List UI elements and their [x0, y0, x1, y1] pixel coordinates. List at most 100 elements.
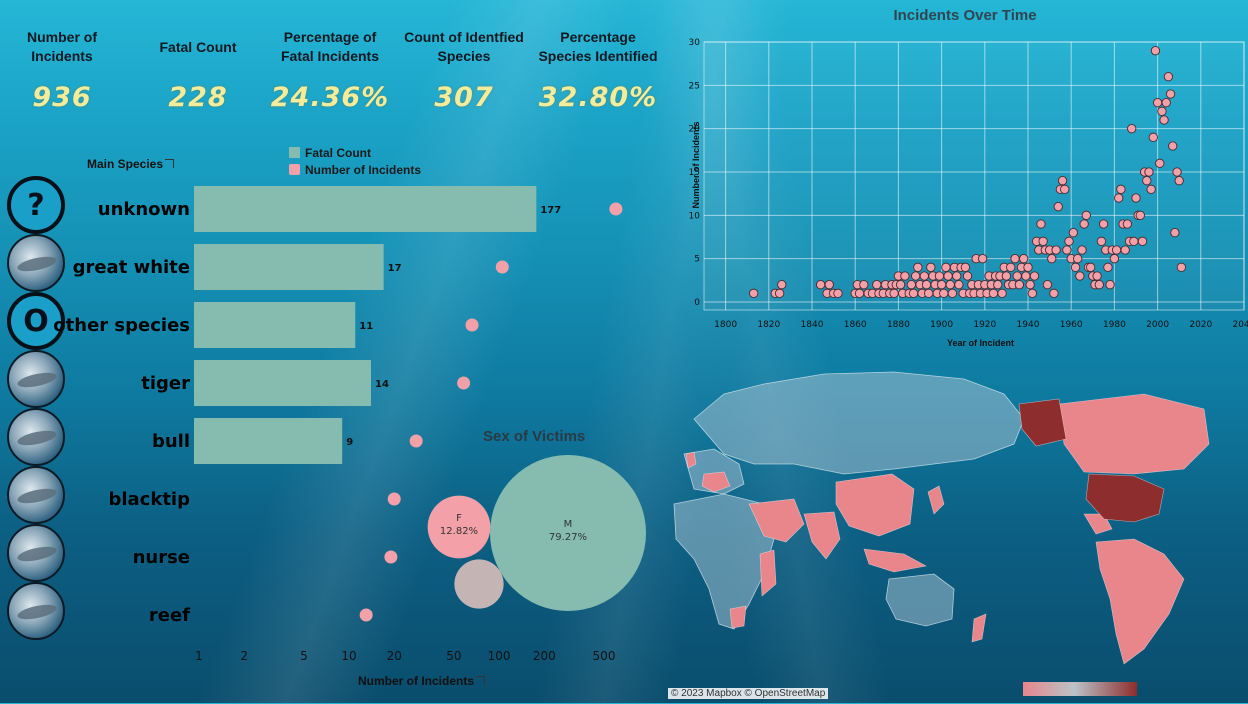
- incident-point[interactable]: [1157, 106, 1167, 116]
- incident-point[interactable]: [945, 280, 955, 290]
- incident-point[interactable]: [1148, 132, 1158, 142]
- incident-point[interactable]: [1038, 236, 1048, 246]
- incident-point[interactable]: [941, 262, 951, 272]
- incident-point[interactable]: [1027, 288, 1037, 298]
- xaxis-sort-icon[interactable]: [476, 676, 486, 685]
- incident-dot[interactable]: [609, 202, 623, 216]
- incident-point[interactable]: [1036, 219, 1046, 229]
- incident-point[interactable]: [1075, 271, 1085, 281]
- incident-point[interactable]: [774, 288, 785, 298]
- species-label[interactable]: nurse: [133, 547, 190, 568]
- incident-point[interactable]: [997, 288, 1007, 298]
- incident-dot[interactable]: [465, 318, 479, 332]
- incident-point[interactable]: [833, 288, 843, 298]
- incident-point[interactable]: [854, 288, 865, 298]
- incident-point[interactable]: [1081, 210, 1091, 220]
- incident-point[interactable]: [1096, 236, 1107, 246]
- incident-point[interactable]: [1047, 254, 1057, 264]
- fatal-bar[interactable]: [194, 186, 537, 232]
- incident-point[interactable]: [1049, 288, 1059, 298]
- incident-point[interactable]: [977, 254, 988, 264]
- incident-point[interactable]: [934, 271, 945, 281]
- blacktip-shark-photo[interactable]: [7, 466, 65, 524]
- incident-point[interactable]: [908, 288, 919, 298]
- species-label[interactable]: blacktip: [108, 489, 190, 510]
- species-xlabel[interactable]: Number of Incidents: [358, 674, 486, 688]
- incident-point[interactable]: [1165, 89, 1176, 99]
- incident-point[interactable]: [1137, 236, 1148, 246]
- incident-point[interactable]: [913, 262, 923, 272]
- incident-point[interactable]: [1170, 228, 1180, 238]
- sex-bubble[interactable]: [427, 495, 491, 559]
- legend-fatal[interactable]: Fatal Count: [289, 146, 371, 160]
- incident-dot[interactable]: [457, 376, 471, 390]
- incident-point[interactable]: [1144, 167, 1154, 177]
- incident-point[interactable]: [1111, 245, 1122, 255]
- species-label[interactable]: other species: [53, 315, 190, 336]
- great-white-photo[interactable]: [7, 234, 65, 292]
- incident-point[interactable]: [993, 280, 1003, 290]
- map-color-legend[interactable]: [1023, 682, 1137, 696]
- incident-point[interactable]: [1060, 184, 1070, 194]
- incident-dot[interactable]: [387, 492, 401, 506]
- incident-point[interactable]: [1023, 262, 1033, 272]
- species-label[interactable]: reef: [149, 605, 190, 626]
- incident-point[interactable]: [1114, 193, 1124, 203]
- incident-point[interactable]: [1042, 280, 1053, 290]
- incident-point[interactable]: [1053, 202, 1063, 212]
- incident-point[interactable]: [906, 280, 917, 290]
- incident-point[interactable]: [1092, 271, 1102, 281]
- incident-point[interactable]: [947, 288, 958, 298]
- bull-shark-photo[interactable]: [7, 408, 65, 466]
- incident-point[interactable]: [939, 288, 949, 298]
- incident-point[interactable]: [1077, 245, 1087, 255]
- incident-point[interactable]: [954, 280, 964, 290]
- incident-point[interactable]: [1131, 193, 1141, 203]
- species-label[interactable]: great white: [73, 257, 190, 278]
- incident-point[interactable]: [1025, 280, 1035, 290]
- incident-point[interactable]: [921, 280, 932, 290]
- incident-point[interactable]: [1068, 228, 1079, 238]
- incident-point[interactable]: [1142, 176, 1152, 186]
- incident-point[interactable]: [1070, 262, 1081, 272]
- fatal-bar[interactable]: [194, 302, 356, 348]
- incident-point[interactable]: [1001, 271, 1012, 281]
- incident-point[interactable]: [962, 271, 973, 281]
- incident-point[interactable]: [1150, 46, 1161, 56]
- incident-point[interactable]: [911, 271, 921, 281]
- sort-icon[interactable]: [165, 159, 175, 168]
- incident-point[interactable]: [900, 271, 910, 281]
- world-map[interactable]: [664, 364, 1248, 700]
- incident-point[interactable]: [1019, 254, 1029, 264]
- incident-point[interactable]: [1029, 271, 1040, 281]
- reef-shark-photo[interactable]: [7, 582, 65, 640]
- incident-dot[interactable]: [359, 608, 373, 622]
- species-header[interactable]: Main Species: [87, 157, 175, 171]
- incident-dot[interactable]: [495, 260, 509, 274]
- incident-point[interactable]: [1094, 280, 1104, 290]
- incident-point[interactable]: [1021, 271, 1031, 281]
- incident-dot[interactable]: [384, 550, 398, 564]
- incident-point[interactable]: [1135, 210, 1145, 220]
- incident-point[interactable]: [1109, 254, 1120, 264]
- incident-point[interactable]: [1098, 219, 1109, 229]
- incident-point[interactable]: [1064, 236, 1074, 246]
- incident-point[interactable]: [824, 280, 834, 290]
- incident-point[interactable]: [1155, 158, 1165, 168]
- incident-point[interactable]: [1176, 262, 1187, 272]
- sex-bubble[interactable]: [490, 455, 646, 611]
- tiger-shark-photo[interactable]: [7, 350, 65, 408]
- incident-point[interactable]: [1163, 72, 1174, 82]
- incident-dot[interactable]: [409, 434, 423, 448]
- incident-point[interactable]: [1174, 176, 1184, 186]
- incident-point[interactable]: [988, 288, 999, 298]
- other-species-icon[interactable]: O: [7, 292, 65, 350]
- incident-point[interactable]: [1062, 245, 1072, 255]
- incident-point[interactable]: [1014, 280, 1025, 290]
- species-label[interactable]: bull: [152, 431, 190, 452]
- incident-point[interactable]: [926, 262, 936, 272]
- incident-point[interactable]: [960, 262, 971, 272]
- fatal-bar[interactable]: [194, 418, 343, 464]
- incident-point[interactable]: [943, 271, 953, 281]
- incident-point[interactable]: [952, 271, 962, 281]
